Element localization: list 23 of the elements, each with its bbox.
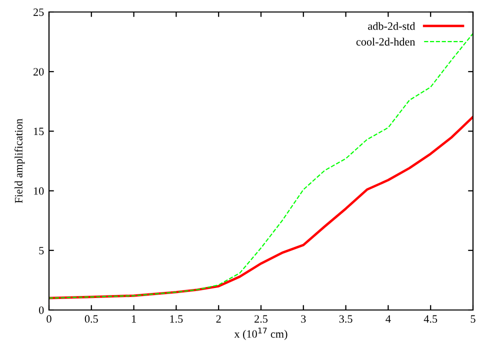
x-tick-label: 3.5 [339, 315, 352, 323]
line-series [49, 116, 473, 300]
x-tick-label: 1.5 [170, 315, 183, 323]
x-tick-label: 4.5 [424, 315, 438, 323]
line-series [49, 32, 473, 299]
x-tick-label: 2.5 [254, 315, 268, 323]
y-tick-label: 10 [34, 187, 44, 195]
x-tick-label: 3 [301, 315, 306, 323]
x-tick-label: 4 [386, 315, 391, 323]
x-tick-label: 5 [470, 315, 476, 323]
x-tick-label: 2 [216, 315, 221, 323]
y-tick-label: 20 [34, 68, 44, 76]
y-tick-label: 5 [39, 246, 44, 254]
y-tick-label: 15 [34, 128, 44, 136]
y-axis-title: Field amplification [14, 118, 25, 204]
x-tick-label: 0.5 [84, 315, 98, 323]
x-tick-label: 1 [132, 315, 136, 323]
y-tick-label: 0 [39, 306, 44, 314]
y-tick-label: 25 [34, 8, 44, 16]
x-axis-title: x (10$^{17}$ cm) [234, 328, 288, 340]
x-tick-label: 0 [46, 315, 52, 323]
legend-label: cool-2d-hden [356, 38, 416, 46]
legend-label: adb-2d-std [368, 22, 416, 30]
